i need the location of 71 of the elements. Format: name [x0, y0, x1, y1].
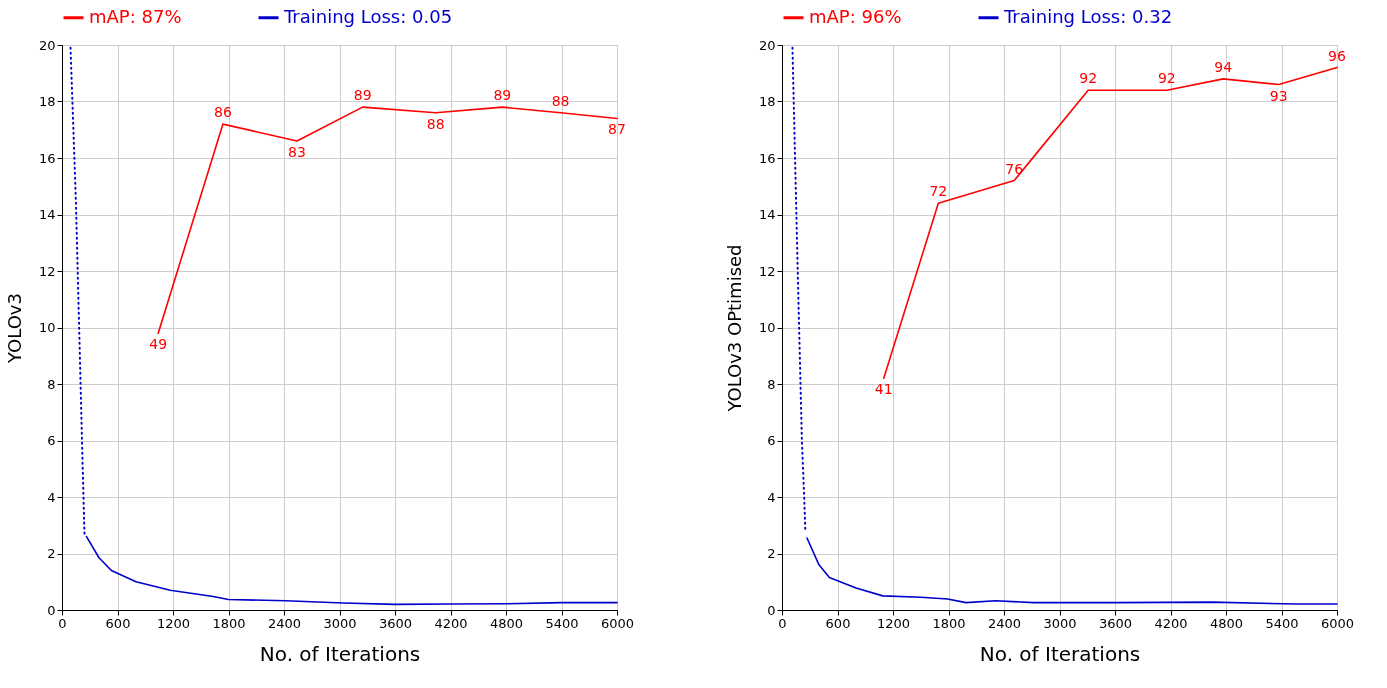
- y-tick-label: 8: [47, 376, 56, 392]
- legend-label: mAP: 96%: [809, 5, 902, 27]
- x-tick-label: 0: [778, 615, 787, 631]
- data-label: 87: [608, 121, 626, 138]
- data-label: 83: [288, 144, 306, 161]
- y-tick-label: 12: [758, 263, 776, 279]
- x-axis-title: No. of Iterations: [259, 641, 421, 666]
- x-tick-label: 4200: [1154, 615, 1188, 631]
- data-label: 89: [353, 87, 372, 104]
- data-label: 41: [874, 381, 893, 398]
- x-tick-label: 2400: [267, 615, 302, 631]
- data-label: 88: [551, 92, 570, 109]
- x-tick-label: 4800: [1209, 615, 1244, 631]
- data-label: 96: [1328, 47, 1346, 64]
- x-tick-label: 4800: [489, 615, 524, 631]
- x-tick-label: 1200: [876, 615, 911, 631]
- y-tick-label: 10: [758, 320, 776, 335]
- x-tick-label: 0: [58, 615, 67, 631]
- x-tick-label: 2400: [987, 615, 1022, 631]
- y-axis-title: YOLOv3: [3, 293, 25, 364]
- y-tick-label: 18: [38, 94, 56, 109]
- y-tick-label: 20: [38, 37, 56, 53]
- x-tick-label: 600: [825, 615, 851, 631]
- legend-label: Training Loss: 0.05: [283, 5, 453, 27]
- data-label: 86: [214, 104, 232, 121]
- y-tick-label: 14: [758, 207, 776, 222]
- data-label: 93: [1269, 87, 1288, 104]
- y-axis-title: YOLOv3 OPtimised: [723, 244, 745, 413]
- data-label: 76: [1005, 160, 1024, 177]
- x-tick-label: 1800: [212, 615, 246, 631]
- y-tick-label: 20: [758, 37, 776, 53]
- y-tick-label: 4: [767, 489, 776, 505]
- data-label: 92: [1079, 70, 1098, 87]
- line-series: [69, 46, 86, 535]
- x-tick-label: 3600: [378, 615, 413, 631]
- y-tick-label: 16: [38, 150, 56, 166]
- data-label: 72: [929, 183, 948, 200]
- y-tick-label: 10: [38, 320, 56, 335]
- x-tick-label: 6000: [600, 615, 635, 631]
- y-tick-label: 4: [47, 489, 56, 505]
- y-tick-label: 14: [38, 207, 56, 222]
- x-tick-label: 600: [105, 615, 131, 631]
- x-tick-label: 3000: [323, 615, 357, 631]
- data-label: 49: [149, 336, 168, 353]
- y-tick-label: 8: [767, 376, 776, 392]
- x-tick-label: 3000: [1043, 615, 1077, 631]
- y-tick-label: 6: [47, 433, 56, 448]
- y-tick-label: 12: [38, 263, 56, 279]
- line-series: [806, 537, 1338, 605]
- data-label: 89: [493, 87, 512, 104]
- x-tick-label: 5400: [545, 615, 579, 631]
- x-tick-label: 4200: [434, 615, 468, 631]
- y-tick-label: 18: [758, 94, 776, 109]
- y-tick-label: 16: [758, 150, 776, 166]
- y-tick-label: 6: [767, 433, 776, 448]
- legend-label: mAP: 87%: [89, 5, 182, 27]
- x-tick-label: 5400: [1265, 615, 1299, 631]
- y-tick-label: 0: [767, 602, 776, 618]
- data-label: 92: [1157, 70, 1176, 87]
- x-tick-label: 3600: [1098, 615, 1133, 631]
- legend-label: Training Loss: 0.32: [1003, 5, 1173, 27]
- x-axis-title: No. of Iterations: [979, 641, 1141, 666]
- y-tick-label: 0: [47, 602, 56, 618]
- y-tick-label: 2: [47, 546, 56, 561]
- x-tick-label: 6000: [1320, 615, 1355, 631]
- data-label: 94: [1214, 58, 1233, 75]
- x-tick-label: 1200: [156, 615, 191, 631]
- data-label: 88: [426, 115, 445, 132]
- y-tick-label: 2: [767, 546, 776, 561]
- x-tick-label: 1800: [932, 615, 966, 631]
- line-series: [85, 535, 618, 606]
